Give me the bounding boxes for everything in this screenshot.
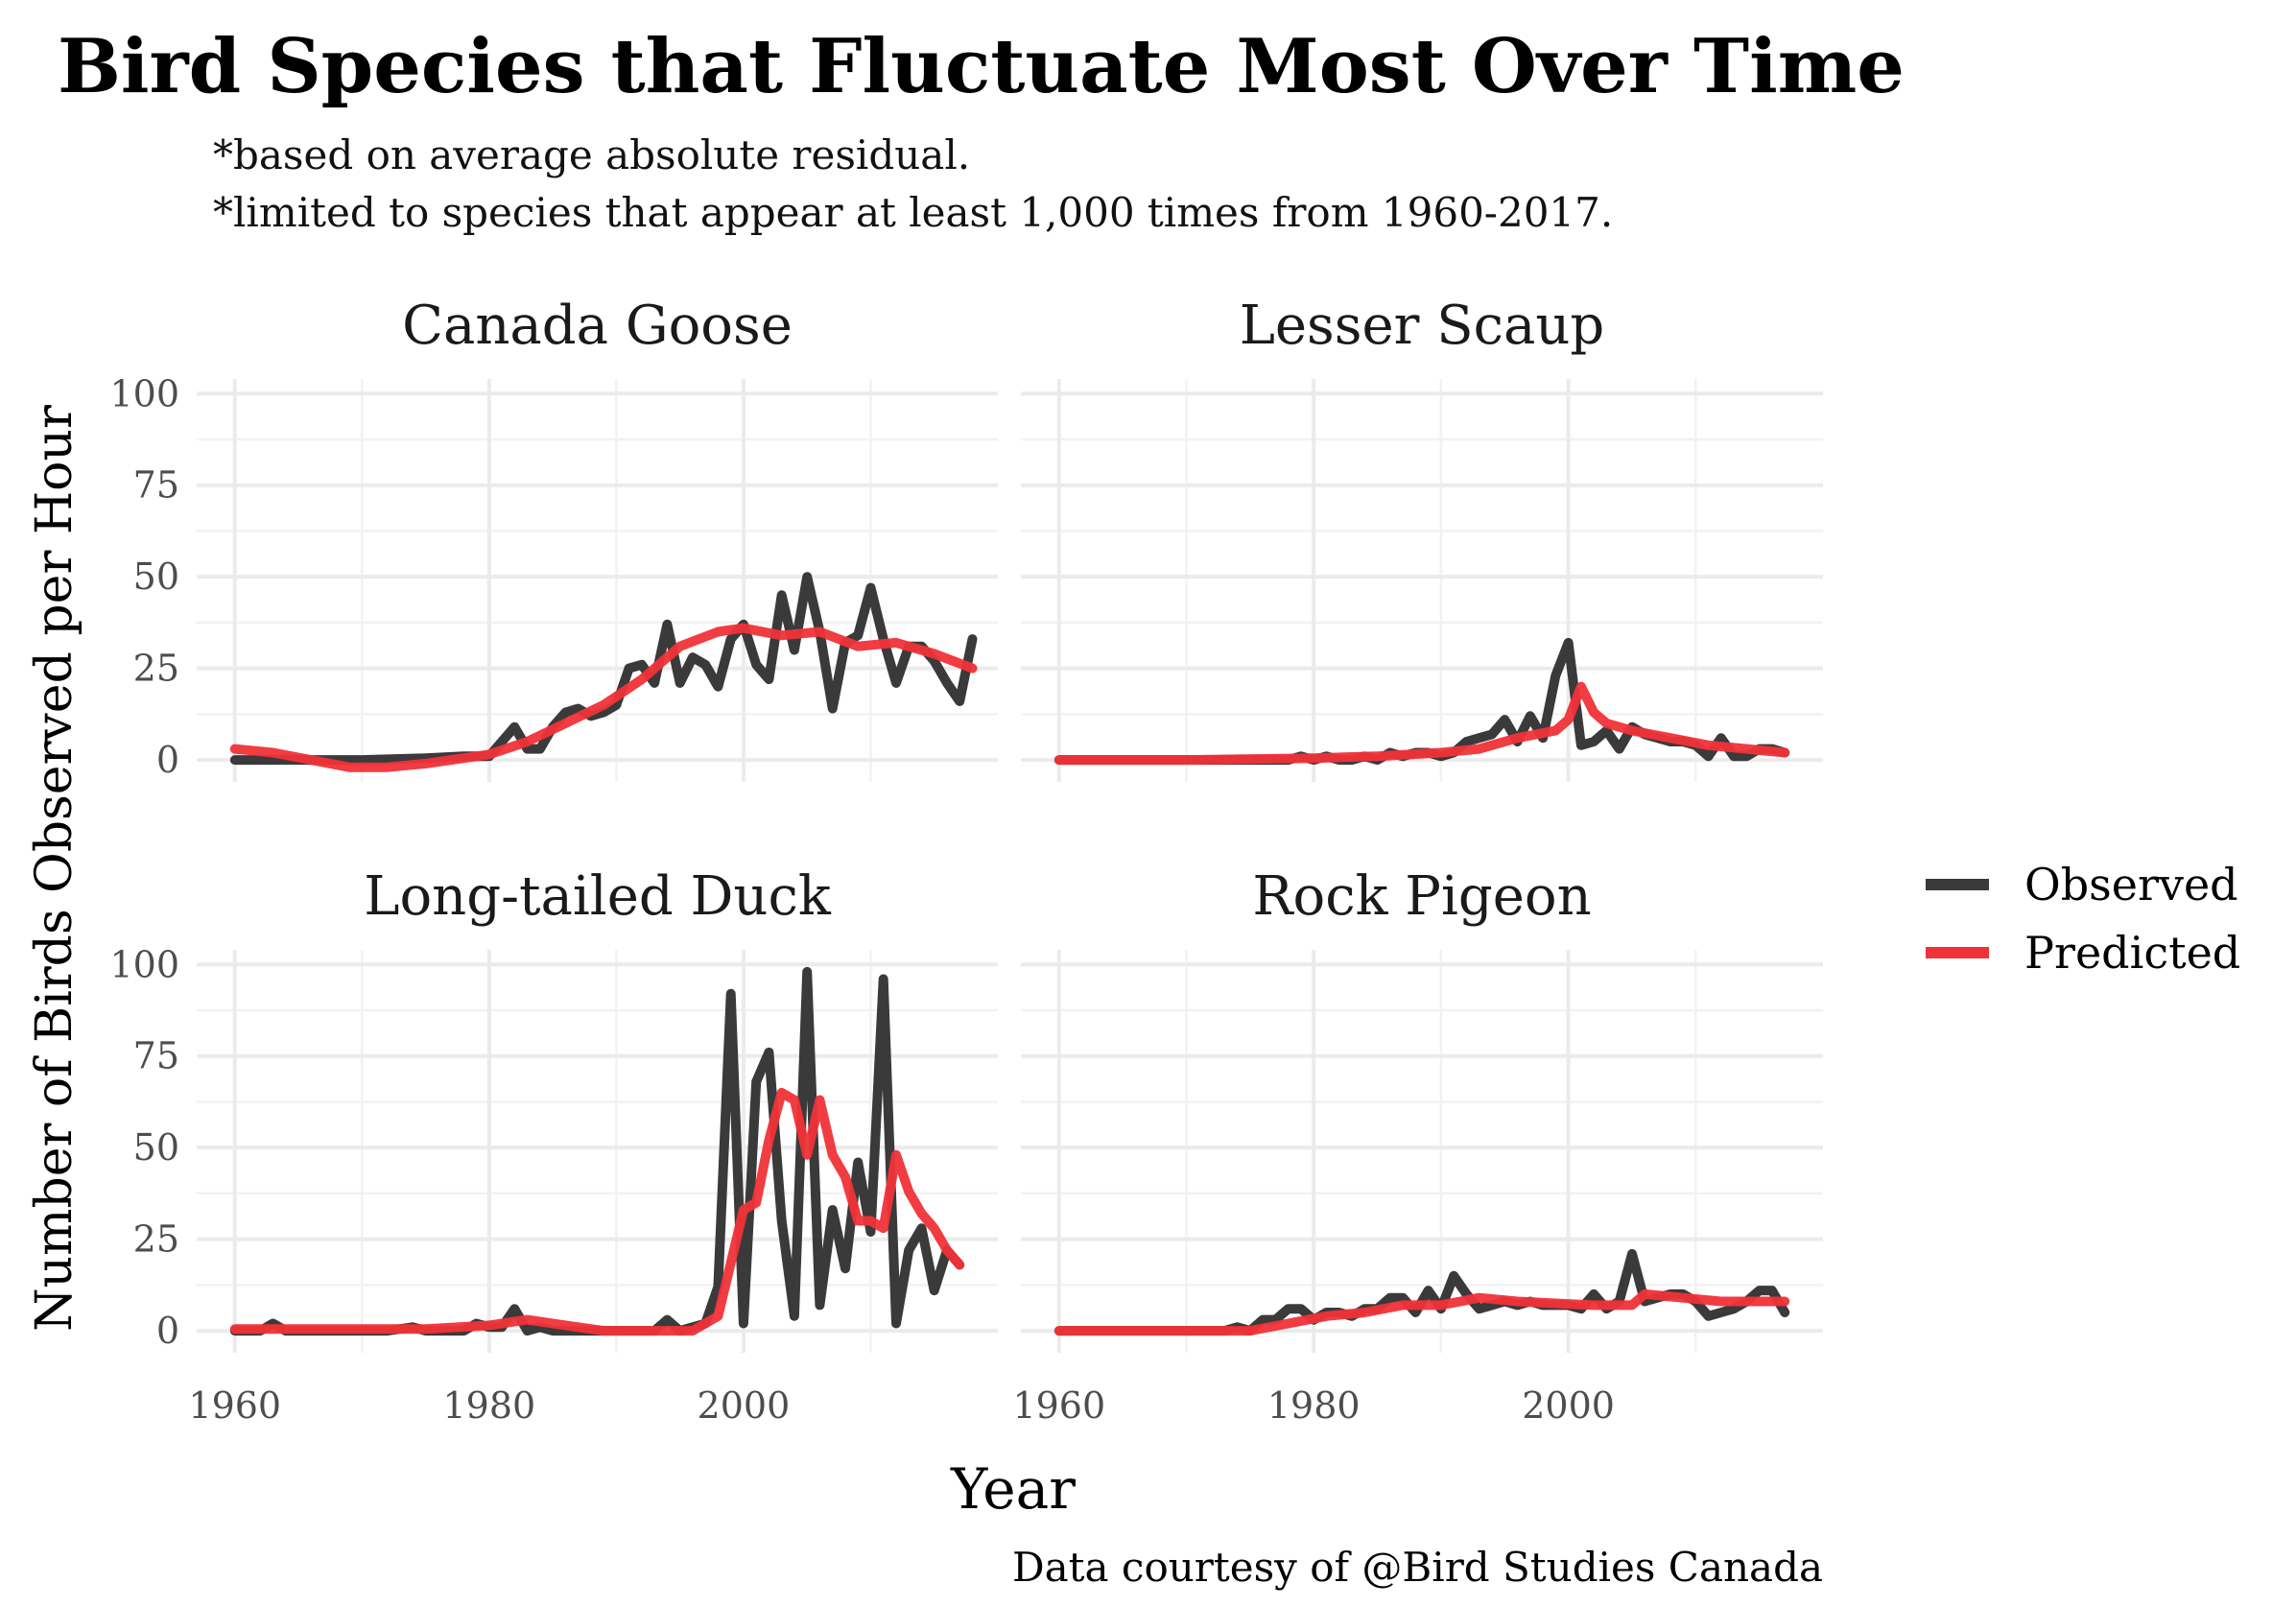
y-axis-title: Number of Birds Observed per Hour [26, 405, 83, 1332]
panel-lesser-scaup: Lesser Scaup [1021, 295, 1823, 782]
x-tick-label: 1980 [442, 1384, 535, 1427]
legend-label-predicted: Predicted [2024, 927, 2240, 979]
chart-subtitle-line-2: *limited to species that appear at least… [213, 189, 1613, 236]
panel-title: Canada Goose [402, 295, 793, 357]
y-tick-label: 0 [156, 1310, 179, 1352]
series-predicted-line [229, 623, 978, 772]
panel-title: Rock Pigeon [1252, 865, 1591, 928]
panel-rock-pigeon: Rock Pigeon 1960 1980 2000 [1012, 865, 1823, 1427]
y-tick-label: 100 [109, 372, 179, 414]
legend-label-observed: Observed [2024, 859, 2238, 910]
y-tick-label: 0 [156, 739, 179, 781]
y-tick-label: 25 [133, 648, 179, 690]
panel-title: Lesser Scaup [1240, 295, 1605, 357]
chart-caption: Data courtesy of @Bird Studies Canada [1012, 1544, 1823, 1591]
x-tick-label: 1960 [188, 1384, 281, 1427]
series-observed-line [229, 966, 965, 1336]
series-predicted-line [229, 1087, 965, 1336]
y-tick-label: 100 [109, 943, 179, 985]
series-predicted-line [1053, 681, 1790, 766]
x-tick-label: 1980 [1267, 1384, 1361, 1427]
chart-subtitle-line-1: *based on average absolute residual. [213, 131, 970, 178]
x-tick-label: 2000 [1522, 1384, 1615, 1427]
panel-canada-goose: Canada Goose 0 25 50 75 100 [109, 295, 998, 782]
series-predicted-line [1053, 1288, 1790, 1336]
x-tick-label: 2000 [698, 1384, 791, 1427]
x-tick-label: 1960 [1012, 1384, 1105, 1427]
y-tick-label: 50 [133, 555, 179, 598]
y-tick-label: 25 [133, 1218, 179, 1261]
y-tick-label: 75 [133, 1035, 179, 1077]
panel-long-tailed-duck: Long-tailed Duck 0 25 50 75 100 1960 1980 2000 [109, 865, 998, 1427]
panel-title: Long-tailed Duck [364, 865, 832, 928]
legend: Observed Predicted [1926, 859, 2240, 979]
series-observed-line [229, 572, 978, 766]
chart-title: Bird Species that Fluctuate Most Over Ti… [58, 23, 1905, 110]
x-axis-title: Year [950, 1456, 1076, 1522]
y-tick-label: 50 [133, 1126, 179, 1169]
facet-panels: Canada Goose 0 25 50 75 100 Lesser Scaup Long-t… [109, 295, 1823, 1427]
y-tick-label: 75 [133, 464, 179, 507]
